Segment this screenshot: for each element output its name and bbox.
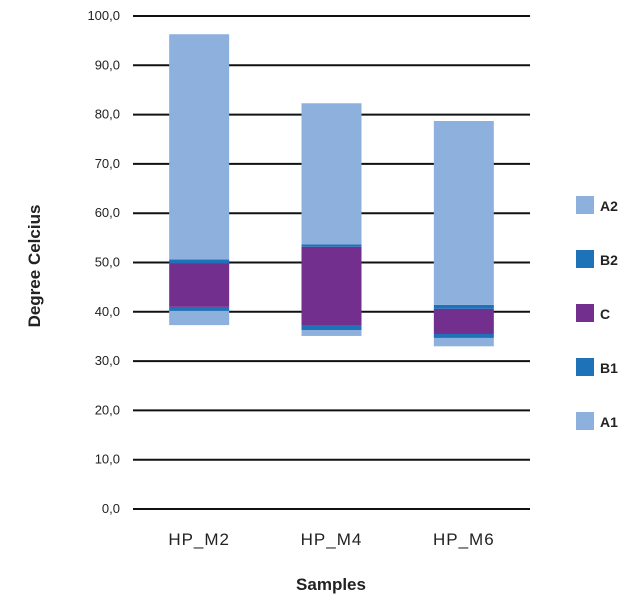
x-tick-label: HP_M6 (433, 530, 495, 549)
legend: A2 B2 C B1 A1 (576, 196, 618, 430)
bar-segment-b2 (169, 259, 230, 264)
legend-label-a2: A2 (600, 198, 618, 214)
bar-segment-a1 (301, 330, 362, 336)
bar-segment-b2 (301, 244, 362, 247)
legend-swatch-a1 (576, 412, 594, 430)
y-tick-label: 10,0 (95, 452, 120, 467)
bar-segment-b2 (433, 304, 494, 309)
legend-label-b1: B1 (600, 360, 618, 376)
bar-segment-a2 (169, 34, 230, 260)
x-tick-label: HP_M2 (168, 530, 230, 549)
legend-swatch-a2 (576, 196, 594, 214)
bar-segment-c (433, 308, 494, 334)
y-tick-label: 70,0 (95, 156, 120, 171)
bar-segment-a1 (169, 310, 230, 326)
bars (169, 34, 494, 347)
legend-swatch-b2 (576, 250, 594, 268)
y-tick-label: 40,0 (95, 304, 120, 319)
y-tick-labels: 0,0 10,0 20,0 30,0 40,0 50,0 60,0 70,0 80,0 90,0 1… (87, 8, 120, 516)
y-tick-label: 30,0 (95, 353, 120, 368)
legend-swatch-b1 (576, 358, 594, 376)
y-tick-label: 90,0 (95, 57, 120, 72)
x-axis-title: Samples (296, 575, 366, 594)
bar-segment-c (301, 246, 362, 326)
y-tick-label: 50,0 (95, 255, 120, 270)
x-tick-labels: HP_M2 HP_M4 HP_M6 (168, 530, 495, 549)
y-tick-label: 20,0 (95, 402, 120, 417)
y-tick-label: 80,0 (95, 107, 120, 122)
bar-segment-b1 (433, 333, 494, 338)
legend-swatch-c (576, 304, 594, 322)
legend-label-c: C (600, 306, 610, 322)
legend-label-b2: B2 (600, 252, 618, 268)
x-tick-label: HP_M4 (301, 530, 363, 549)
y-tick-label: 100,0 (87, 8, 120, 23)
bar-segment-a2 (301, 103, 362, 245)
bar-segment-b1 (169, 306, 230, 311)
y-axis-title: Degree Celcius (25, 205, 44, 328)
y-tick-label: 60,0 (95, 205, 120, 220)
bar-segment-c (169, 263, 230, 307)
bar-segment-a1 (433, 337, 494, 347)
y-tick-label: 0,0 (102, 501, 120, 516)
bar-segment-b1 (301, 325, 362, 331)
legend-label-a1: A1 (600, 414, 618, 430)
bar-segment-a2 (433, 121, 494, 305)
